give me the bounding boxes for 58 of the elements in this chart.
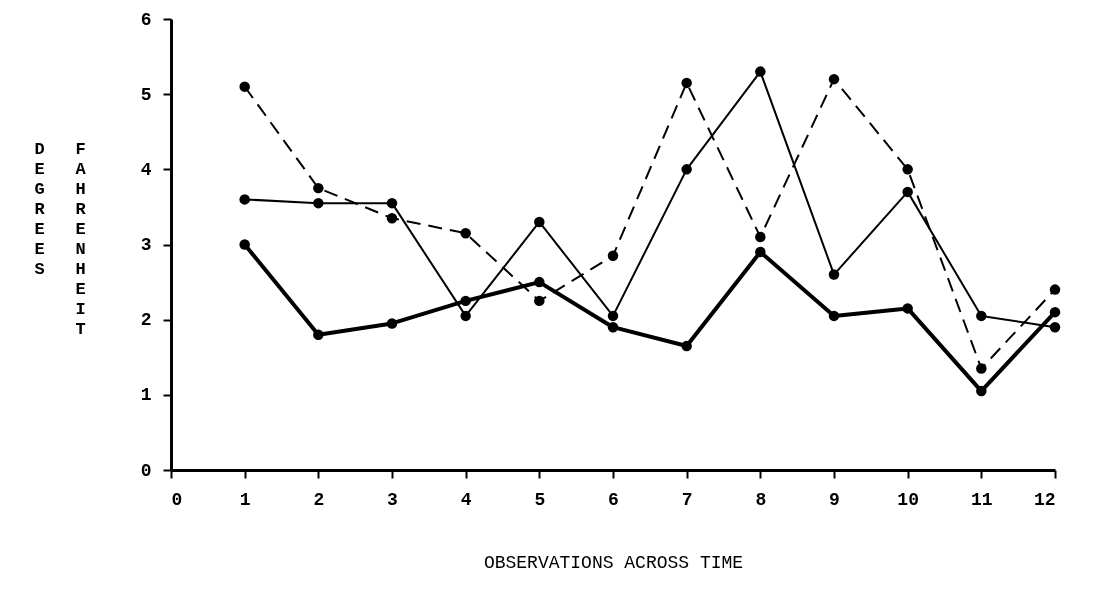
point [1049,284,1061,295]
point [607,250,619,262]
point [976,363,987,374]
point [239,194,250,205]
point [681,77,692,89]
point [1049,306,1061,318]
point [534,276,545,288]
y-tick-label: 2 [140,310,152,331]
x-tick-label: 5 [534,489,546,510]
point [976,385,987,397]
text: DEGREES FAHRENHEIT [30,140,90,340]
point [460,310,471,322]
point [386,212,398,224]
point [755,66,766,77]
point [902,303,913,314]
point [828,269,840,280]
x-tick-label: 12 [1033,489,1056,510]
point [1049,321,1061,333]
point [313,329,324,340]
point [239,239,250,250]
x-tick-label: 7 [681,489,693,510]
point [460,295,471,307]
x-tick-label: 0 [171,489,183,510]
x-tick-label: 8 [755,489,767,510]
y-tick-label: 0 [140,460,152,481]
point [902,186,913,198]
x-tick-label: 4 [460,489,472,510]
point [976,310,987,322]
y-tick-label: 6 [140,9,152,30]
point [607,310,619,322]
y-tick-label: 1 [140,385,152,406]
x-tick-label: 10 [897,489,919,510]
point [607,321,619,333]
point [534,216,545,228]
point [313,197,324,209]
x-tick-label: 11 [971,489,993,510]
point [681,164,692,175]
x-tick-label: 6 [608,489,619,510]
point [755,231,766,243]
point [902,164,913,175]
y-tick-label: 5 [140,84,152,105]
point [828,310,840,322]
point [239,81,250,92]
x-axis-title: OBSERVATIONS ACROSS TIME [483,552,744,573]
x-tick-label: 2 [313,489,325,510]
point [386,197,398,209]
point [681,340,692,352]
point [828,73,840,85]
point [313,182,324,194]
y-tick-label: 4 [140,159,152,180]
point [534,295,545,307]
x-tick-label: 9 [829,489,840,510]
point [755,246,766,258]
point [460,227,471,239]
y-tick-label: 3 [140,235,152,255]
x-tick-label: 3 [387,489,398,510]
x-tick-label: 1 [239,489,251,510]
point [386,318,398,329]
